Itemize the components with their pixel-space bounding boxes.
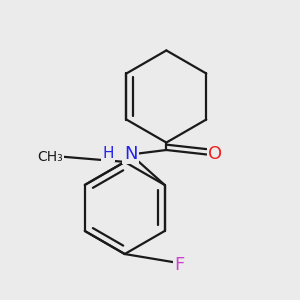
Text: H: H: [103, 146, 114, 161]
Text: CH₃: CH₃: [38, 150, 63, 164]
Text: O: O: [208, 145, 223, 163]
Text: F: F: [174, 256, 184, 274]
Text: N: N: [124, 145, 137, 163]
